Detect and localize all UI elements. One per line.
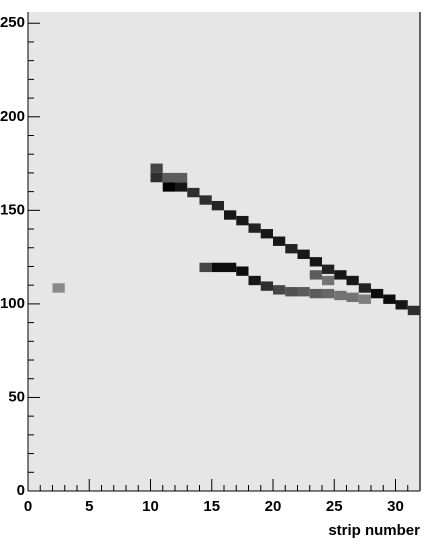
heatmap-cell [248, 275, 261, 286]
heatmap-cell [322, 288, 335, 299]
y-tick-label: 50 [8, 388, 25, 405]
heatmap-cell [224, 262, 237, 273]
heatmap-cell [52, 283, 65, 293]
heatmap-cell [297, 249, 310, 259]
heatmap-cell [285, 244, 298, 254]
heatmap-cell [322, 275, 335, 286]
heatmap-cell [334, 270, 347, 280]
heatmap-cell [383, 294, 396, 304]
heatmap-cell [407, 305, 420, 316]
heatmap-cell [309, 257, 322, 267]
heatmap-cell [150, 163, 163, 173]
heatmap-cell [346, 275, 359, 286]
heatmap-cell [358, 283, 371, 293]
heatmap-cell [211, 200, 224, 211]
heatmap-cell [297, 287, 310, 297]
heatmap-cell [236, 266, 249, 276]
heatmap-cell [322, 264, 335, 274]
x-tick-label: 0 [24, 498, 32, 515]
x-tick-label: 15 [203, 498, 220, 515]
x-tick-label: 30 [387, 498, 404, 515]
heatmap-cell [371, 288, 384, 299]
heatmap-cell [199, 262, 212, 273]
heatmap-cell [211, 262, 224, 273]
heatmap-cell [175, 172, 188, 183]
heatmap-cell [248, 223, 261, 233]
x-tick-label: 25 [326, 498, 343, 515]
y-tick-label: 150 [0, 201, 25, 218]
heatmap-cell [162, 182, 175, 192]
heatmap-cell [309, 288, 322, 299]
heatmap-cell [150, 172, 163, 183]
heatmap-cell [175, 182, 188, 192]
heatmap-cell [358, 294, 371, 304]
heatmap-cell [187, 187, 200, 198]
x-tick-label: 5 [85, 498, 93, 515]
plot-background [28, 12, 420, 491]
heatmap-cell [199, 195, 212, 205]
heatmap-cell [236, 215, 249, 226]
heatmap-cell [334, 290, 347, 301]
heatmap-cell [273, 285, 286, 295]
heatmap-cell [309, 270, 322, 280]
heatmap-cell [273, 236, 286, 246]
heatmap-cell [285, 287, 298, 297]
y-tick-label: 200 [0, 108, 25, 125]
heatmap-cell [346, 292, 359, 303]
heatmap-cell [260, 229, 273, 239]
x-tick-label: 20 [265, 498, 282, 515]
x-tick-label: 10 [142, 498, 159, 515]
y-tick-label: 100 [0, 295, 25, 312]
y-tick-label: 250 [0, 14, 25, 31]
heatmap-cell [224, 210, 237, 220]
heatmap-cell [395, 300, 408, 310]
heatmap-cell [260, 281, 273, 291]
y-tick-label: 0 [17, 482, 25, 499]
x-axis-label: strip number [328, 522, 420, 539]
heatmap-cell [162, 172, 175, 183]
